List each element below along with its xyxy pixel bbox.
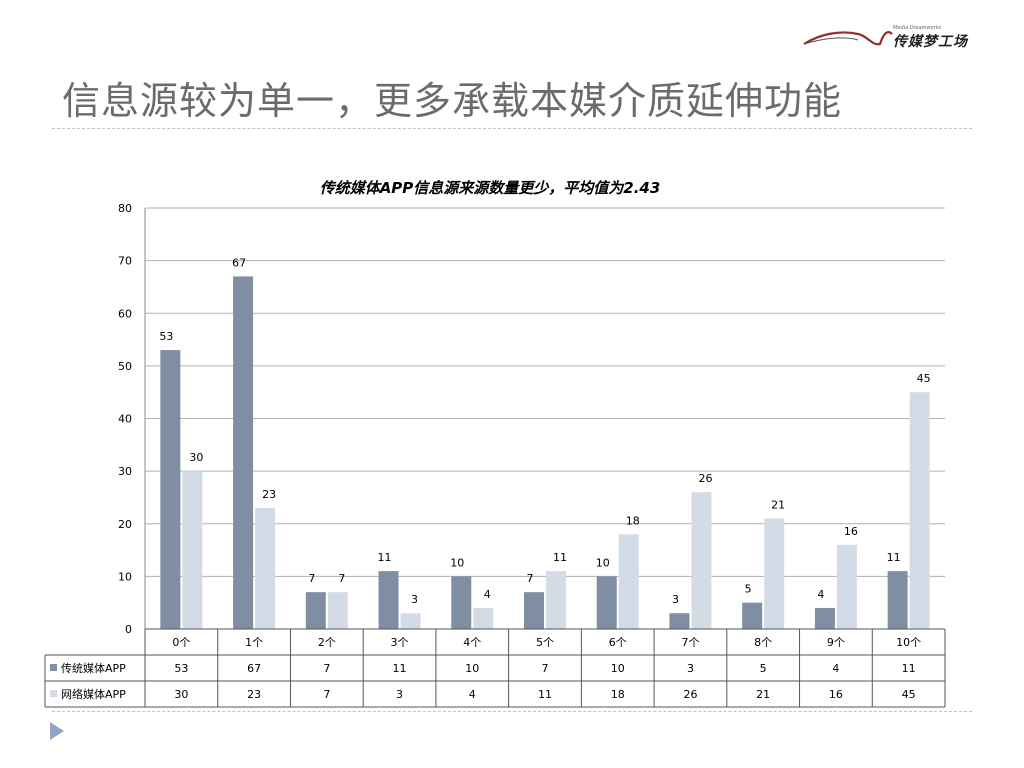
data-label: 5 (745, 583, 752, 596)
data-label: 10 (450, 556, 464, 569)
table-cell: 26 (683, 688, 697, 701)
bar (182, 471, 203, 629)
category-label: 6个 (609, 636, 627, 649)
bar (473, 607, 494, 629)
y-tick-label: 50 (118, 360, 132, 373)
data-label: 16 (844, 525, 858, 538)
data-label: 45 (917, 372, 931, 385)
bar (742, 602, 763, 629)
data-label: 7 (308, 572, 315, 585)
bar (669, 613, 690, 629)
table-cell: 7 (542, 662, 549, 675)
data-label: 11 (887, 551, 901, 564)
bar (524, 592, 544, 629)
data-label: 7 (527, 572, 534, 585)
bar (305, 592, 326, 629)
logo-swoosh-icon (803, 31, 893, 46)
category-label: 4个 (463, 636, 481, 649)
table-cell: 11 (393, 662, 407, 675)
table-cell: 21 (756, 688, 770, 701)
table-cell: 11 (538, 688, 552, 701)
bar (255, 507, 276, 629)
bar (400, 613, 421, 629)
table-cell: 7 (323, 662, 330, 675)
table-cell: 4 (832, 662, 839, 675)
table-cell: 23 (247, 688, 261, 701)
bar (909, 392, 930, 629)
table-cell: 11 (902, 662, 916, 675)
category-label: 10个 (896, 636, 921, 649)
table-cell: 4 (469, 688, 476, 701)
data-label: 23 (262, 488, 276, 501)
y-tick-label: 30 (118, 465, 132, 478)
category-label: 2个 (318, 636, 336, 649)
y-tick-label: 40 (118, 413, 132, 426)
table-cell: 5 (760, 662, 767, 675)
bar (836, 544, 857, 629)
category-label: 7个 (681, 636, 699, 649)
data-label: 4 (817, 588, 824, 601)
table-cell: 10 (465, 662, 479, 675)
data-label: 4 (484, 588, 491, 601)
category-label: 8个 (754, 636, 772, 649)
slide-nav-triangle-icon (50, 722, 64, 740)
table-cell: 45 (902, 688, 916, 701)
category-label: 9个 (827, 636, 845, 649)
logo-subtitle: Media Dreamworks (893, 25, 942, 31)
bar (546, 571, 566, 629)
y-tick-label: 20 (118, 518, 132, 531)
logo-text: 传媒梦工场 (893, 34, 968, 50)
legend-swatch (50, 690, 57, 697)
bar (887, 571, 908, 629)
y-tick-label: 60 (118, 307, 132, 320)
y-tick-label: 10 (118, 570, 132, 583)
bar (451, 576, 472, 629)
data-label: 11 (553, 551, 567, 564)
bar (764, 518, 785, 629)
legend-swatch (50, 664, 57, 671)
bar (160, 350, 181, 629)
data-label: 26 (698, 472, 712, 485)
table-cell: 7 (323, 688, 330, 701)
bar (596, 576, 617, 629)
table-cell: 18 (611, 688, 625, 701)
legend-label: 网络媒体APP (61, 687, 126, 701)
table-cell: 30 (174, 688, 188, 701)
y-tick-label: 70 (118, 255, 132, 268)
y-tick-label: 0 (125, 623, 132, 636)
table-cell: 10 (611, 662, 625, 675)
data-label: 21 (771, 498, 785, 511)
bar (814, 607, 835, 629)
data-label: 10 (596, 556, 610, 569)
data-label: 7 (338, 572, 345, 585)
category-label: 1个 (245, 636, 263, 649)
table-cell: 3 (687, 662, 694, 675)
legend-label: 传统媒体APP (61, 661, 126, 675)
bar (378, 571, 399, 629)
bar (327, 592, 348, 629)
data-label: 3 (672, 593, 679, 606)
top-divider (52, 128, 972, 129)
y-tick-label: 80 (118, 202, 132, 215)
table-cell: 67 (247, 662, 261, 675)
category-label: 5个 (536, 636, 554, 649)
slide-title: 信息源较为单一，更多承载本媒介质延伸功能 (62, 79, 843, 123)
data-label: 18 (626, 514, 640, 527)
table-cell: 16 (829, 688, 843, 701)
table-cell: 3 (396, 688, 403, 701)
category-label: 0个 (172, 636, 190, 649)
data-label: 53 (159, 330, 173, 343)
data-label: 67 (232, 256, 246, 269)
data-label: 3 (411, 593, 418, 606)
bottom-divider (52, 711, 972, 712)
chart-title: 传统媒体APP信息源来源数量更少，平均值为2.43 (320, 179, 661, 197)
bar (618, 534, 639, 629)
bar (233, 276, 254, 629)
data-label: 11 (378, 551, 392, 564)
data-label: 30 (189, 451, 203, 464)
table-cell: 53 (174, 662, 188, 675)
category-label: 3个 (391, 636, 409, 649)
bar (691, 492, 712, 629)
